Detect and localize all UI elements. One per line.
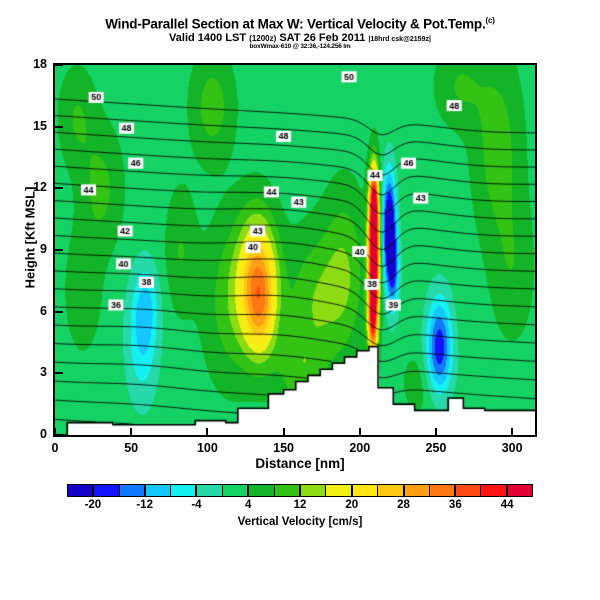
- colorbar-swatch: [507, 485, 532, 496]
- title-superscript: (c): [485, 16, 495, 25]
- colorbar-swatch: [68, 485, 94, 496]
- colorbar-tick-label: -12: [136, 499, 153, 511]
- subtitle-valid-time: Valid 1400 LST: [169, 32, 247, 44]
- colorbar-tick: [91, 484, 94, 497]
- colorbar-swatch: [352, 485, 378, 496]
- colorbar-tick: [143, 484, 146, 497]
- subtitle-date: SAT 26 Feb 2011: [279, 32, 366, 44]
- title-main-text: Wind-Parallel Section at Max W: Vertical…: [105, 16, 486, 32]
- colorbar-tick-label: 12: [293, 499, 307, 511]
- y-axis-major-tick: [53, 249, 63, 251]
- x-axis-tick-label: 200: [349, 441, 371, 455]
- x-axis-tick-label: 250: [425, 441, 447, 455]
- x-axis-major-tick: [358, 428, 361, 437]
- potential-temperature-contours: [55, 65, 535, 435]
- x-axis-major-tick: [54, 428, 56, 437]
- y-axis-tick-label: 9: [40, 242, 47, 256]
- plot-area: [53, 63, 537, 437]
- subtitle-run-id: |18hrd csk@2159z|: [368, 36, 431, 43]
- y-axis-tick-label: 6: [40, 303, 47, 318]
- subtitle-utc-time: (1200z): [249, 34, 277, 43]
- colorbar-swatch: [145, 485, 172, 496]
- colorbar-tick-label: 4: [245, 499, 252, 511]
- x-axis-tick-label: 150: [273, 441, 294, 455]
- colorbar-swatch: [248, 485, 275, 496]
- y-axis-major-tick: [53, 434, 63, 436]
- colorbar-swatch: [300, 485, 327, 496]
- x-axis-major-tick: [130, 428, 133, 437]
- colorbar-swatch: [171, 485, 198, 496]
- colorbar-swatch: [455, 485, 482, 496]
- x-axis-major-tick: [434, 428, 437, 437]
- colorbar-swatch: [377, 485, 404, 496]
- colorbar-swatch: [403, 485, 430, 496]
- colorbar-swatch: [222, 485, 249, 496]
- colorbar-tick-label: 36: [448, 499, 462, 511]
- colorbar-tick: [350, 484, 353, 497]
- colorbar-swatch: [197, 485, 223, 496]
- colorbar-tick: [506, 484, 509, 497]
- chart-subtitle-location: boxWmax-610 @ 32:36,-124.256 lm: [249, 43, 351, 50]
- colorbar-tick-label: 20: [345, 499, 359, 511]
- x-axis-major-tick: [282, 428, 285, 437]
- x-axis-tick-label: 0: [51, 441, 59, 455]
- colorbar-tick: [299, 484, 301, 497]
- x-axis-major-tick: [511, 428, 514, 437]
- x-axis-tick-label: 100: [196, 441, 218, 455]
- colorbar-tick: [195, 484, 198, 497]
- y-axis-major-tick: [53, 310, 63, 313]
- colorbar-tick: [247, 484, 250, 497]
- x-axis-major-tick: [206, 428, 209, 437]
- colorbar-tick-label: -4: [191, 499, 202, 511]
- x-axis-tick-label: 50: [124, 441, 139, 455]
- y-axis-major-tick: [53, 125, 63, 128]
- page-title: Wind-Parallel Section at Max W: Vertical…: [0, 16, 600, 32]
- colorbar-swatch: [274, 485, 301, 496]
- x-axis-label: Distance [nm]: [255, 456, 345, 471]
- y-axis-tick-label: 12: [33, 180, 47, 195]
- y-axis-tick-label: 15: [33, 118, 47, 133]
- colorbar-tick: [402, 484, 405, 497]
- y-axis-tick-label: 0: [40, 427, 47, 441]
- colorbar-label: Vertical Velocity [cm/s]: [237, 516, 363, 528]
- colorbar-tick-label: 28: [397, 499, 410, 511]
- y-axis-major-tick: [53, 187, 63, 190]
- colorbar-swatch: [119, 485, 146, 496]
- y-axis-major-tick: [53, 64, 63, 66]
- colorbar-tick-label: -20: [84, 499, 102, 511]
- chart-subtitle: Valid 1400 LST (1200z) SAT 26 Feb 2011 |…: [0, 32, 600, 44]
- y-axis-tick-label: 3: [40, 365, 47, 380]
- x-axis-tick-label: 300: [501, 441, 523, 455]
- colorbar-tick: [454, 484, 457, 497]
- y-axis-major-tick: [53, 372, 63, 375]
- colorbar-swatch: [429, 485, 456, 496]
- colorbar-swatch: [481, 485, 508, 496]
- colorbar-swatch: [93, 485, 120, 496]
- colorbar-swatch: [326, 485, 353, 496]
- colorbar-tick-label: 44: [500, 499, 514, 511]
- y-axis-tick-label: 18: [33, 57, 47, 71]
- plot-canvas-wrap: [55, 65, 535, 435]
